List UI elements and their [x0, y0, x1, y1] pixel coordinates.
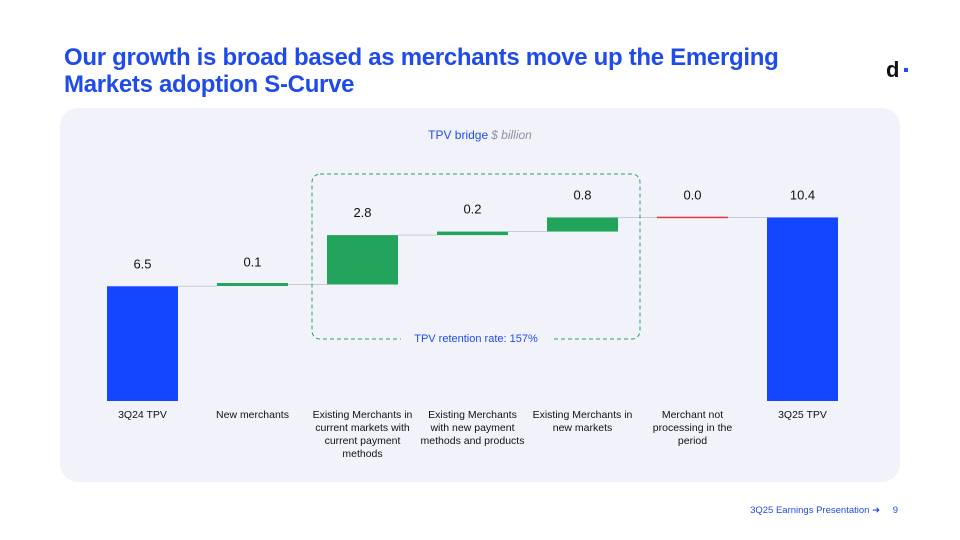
value-label: 2.8 [353, 205, 371, 220]
retention-label-bg [401, 331, 551, 345]
bar-4 [437, 231, 508, 236]
category-label: new markets [553, 422, 613, 434]
category-label: 3Q25 TPV [778, 409, 827, 421]
bar-3 [327, 235, 398, 285]
page-number: 9 [892, 505, 898, 516]
value-label: 10.4 [790, 187, 815, 202]
chart-heading: TPV bridge $ billion [0, 128, 960, 142]
retention-label: TPV retention rate: 157% [414, 333, 538, 345]
value-label: 0.0 [683, 187, 701, 202]
category-label: New merchants [216, 409, 289, 421]
bar-1 [107, 286, 178, 401]
category-label: current markets with [315, 422, 410, 434]
category-label: period [678, 435, 707, 447]
category-label: current payment [325, 435, 401, 447]
bar-2 [217, 283, 288, 287]
category-label: processing in the [653, 422, 733, 434]
value-label: 0.8 [573, 187, 591, 202]
retention-box [311, 173, 641, 340]
category-label: methods and products [421, 435, 525, 447]
category-label: Merchant not [662, 409, 723, 421]
bar-7 [767, 217, 838, 401]
bar-6 [657, 216, 728, 219]
chart-title: TPV bridge [428, 128, 489, 142]
category-label: with new payment [429, 422, 514, 434]
footer-arrow-icon: ➜ [872, 505, 881, 516]
category-label: Existing Merchants in [533, 409, 633, 421]
value-label: 0.2 [463, 202, 481, 217]
footer-text: 3Q25 Earnings Presentation [750, 505, 870, 516]
chart-unit: $ billion [491, 128, 532, 142]
page-title: Our growth is broad based as merchants m… [64, 44, 779, 98]
category-label: 3Q24 TPV [118, 409, 167, 421]
category-label: Existing Merchants [428, 409, 517, 421]
value-label: 0.1 [243, 255, 261, 270]
dlocal-logo-icon: d [886, 57, 900, 82]
chart-panel [60, 108, 900, 482]
category-label: Existing Merchants in [313, 409, 413, 421]
category-label: methods [342, 448, 382, 460]
logo-dot [904, 68, 908, 72]
value-label: 6.5 [133, 256, 151, 271]
footer: 3Q25 Earnings Presentation ➜ 9 [750, 505, 898, 516]
bar-5 [547, 217, 618, 232]
